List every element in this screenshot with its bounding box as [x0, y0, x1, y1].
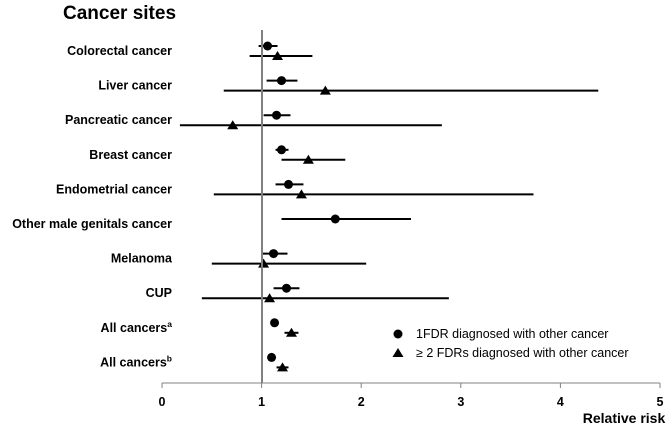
category-label: All cancersb [100, 353, 172, 369]
legend: 1FDR diagnosed with other cancer ≥ 2 FDR… [392, 327, 629, 360]
category-label: CUP [146, 286, 172, 300]
point-2fdr [302, 154, 314, 164]
point-1fdr [267, 352, 277, 362]
legend-triangle-marker [392, 348, 404, 357]
category-superscript: a [167, 319, 172, 329]
point-2fdr [264, 293, 276, 303]
category-label: Pancreatic cancer [65, 113, 172, 127]
x-tick-label: 2 [358, 395, 365, 409]
point-1fdr [283, 179, 293, 189]
point-1fdr [277, 76, 287, 86]
point-1fdr [277, 145, 287, 155]
x-tick-label: 3 [457, 395, 464, 409]
point-2fdr [319, 85, 331, 95]
point-1fdr [282, 283, 291, 293]
legend-series-2-label: ≥ 2 FDRs diagnosed with other cancer [416, 346, 629, 360]
x-tick-label: 1 [258, 395, 265, 409]
point-1fdr [272, 110, 282, 120]
point-2fdr [258, 258, 270, 268]
point-2fdr [295, 189, 307, 199]
category-superscript: b [167, 353, 172, 363]
chart-title: Cancer sites [63, 3, 176, 24]
x-tick-label: 4 [557, 395, 564, 409]
category-label: Colorectal cancer [67, 44, 172, 58]
legend-circle-marker [393, 329, 403, 339]
point-2fdr [277, 362, 289, 372]
category-label: All cancersa [101, 319, 173, 335]
x-axis-label: Relative risk [583, 410, 666, 426]
point-2fdr [227, 120, 239, 130]
point-1fdr [269, 249, 279, 259]
category-label: Endometrial cancer [56, 182, 172, 196]
category-label: Breast cancer [89, 148, 172, 162]
point-1fdr [270, 318, 280, 328]
point-1fdr [263, 41, 273, 51]
point-1fdr [330, 214, 340, 224]
category-label: Other male genitals cancer [12, 217, 172, 231]
point-2fdr [285, 327, 297, 337]
point-2fdr [272, 51, 284, 60]
category-label: Melanoma [111, 252, 173, 266]
legend-series-1-label: 1FDR diagnosed with other cancer [416, 327, 608, 341]
x-tick-label: 5 [657, 395, 664, 409]
category-label: Liver cancer [98, 79, 172, 93]
x-tick-label: 0 [159, 395, 166, 409]
